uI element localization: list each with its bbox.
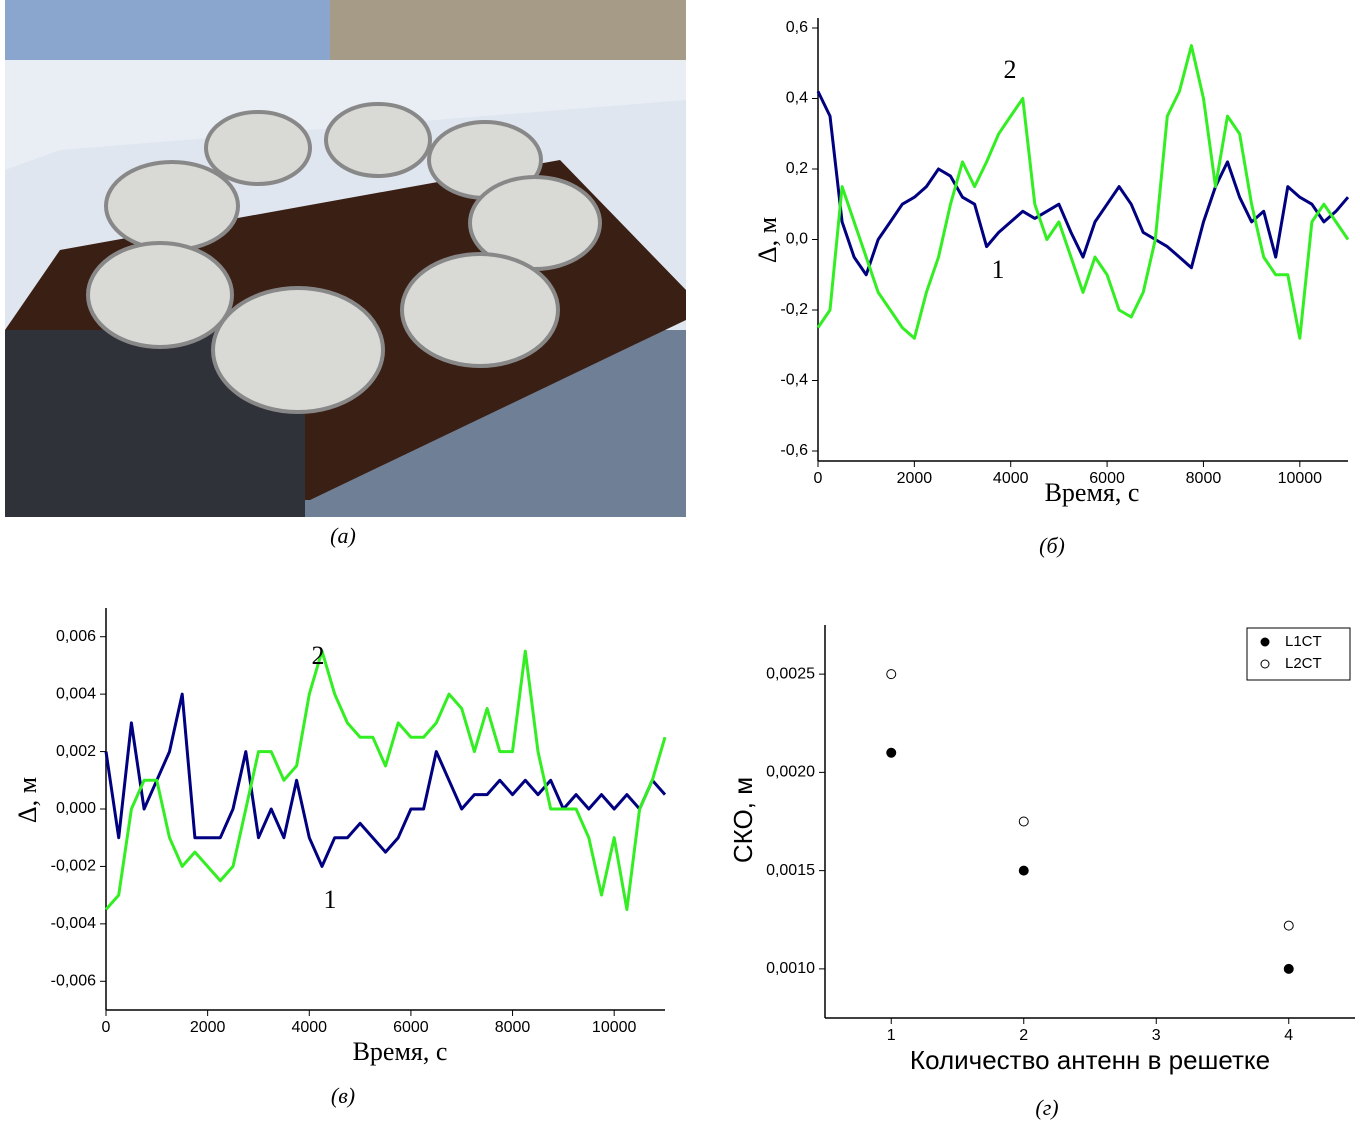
x-tick-label: 2000 (897, 470, 933, 487)
caption: (б) (1039, 533, 1065, 558)
y-tick-label: 0,0010 (766, 960, 815, 977)
y-tick-label: 0,4 (786, 90, 808, 107)
caption: (в) (331, 1083, 355, 1108)
point (1019, 866, 1028, 875)
photo-caption: (а) (330, 523, 356, 548)
series-line (818, 46, 1348, 339)
y-tick-label: -0,004 (51, 915, 96, 932)
y-tick-label: 0,2 (786, 160, 808, 177)
x-tick-label: 2 (1019, 1027, 1028, 1044)
y-axis-label: Δ, м (753, 217, 782, 263)
x-axis-label: Время, с (1045, 478, 1140, 507)
legend-marker (1261, 660, 1269, 668)
y-tick-label: 0,000 (56, 800, 96, 817)
y-tick-label: 0,6 (786, 19, 808, 36)
y-tick-label: -0,2 (780, 301, 808, 318)
point (1284, 964, 1293, 973)
y-tick-label: 0,0020 (766, 764, 815, 781)
y-tick-label: 0,0 (786, 231, 808, 248)
legend-marker (1261, 638, 1269, 646)
x-tick-label: 4000 (291, 1019, 327, 1036)
point (887, 748, 896, 757)
y-tick-label: 0,002 (56, 743, 96, 760)
y-tick-label: -0,006 (51, 973, 96, 990)
legend-label: L2CT (1285, 655, 1322, 672)
x-tick-label: 4 (1284, 1027, 1293, 1044)
x-tick-label: 3 (1152, 1027, 1161, 1044)
y-axis-label: СКО, м (728, 777, 758, 863)
series-label: 1 (324, 885, 337, 914)
series-label: 1 (992, 255, 1005, 284)
caption: (г) (1035, 1095, 1058, 1120)
series-label: 2 (1004, 55, 1017, 84)
photo (5, 0, 686, 517)
y-tick-label: 0,006 (56, 628, 96, 645)
series-label: 2 (312, 641, 325, 670)
x-tick-label: 0 (814, 470, 823, 487)
x-tick-label: 10000 (592, 1019, 637, 1036)
y-tick-label: 0,004 (56, 685, 96, 702)
x-tick-label: 1 (887, 1027, 896, 1044)
y-tick-label: 0,0015 (766, 862, 815, 879)
legend-label: L1CT (1285, 633, 1322, 650)
x-tick-label: 8000 (1186, 470, 1222, 487)
point (887, 670, 896, 679)
x-tick-label: 0 (102, 1019, 111, 1036)
x-tick-label: 4000 (993, 470, 1029, 487)
x-tick-label: 10000 (1278, 470, 1323, 487)
series-line (818, 91, 1348, 274)
y-axis-label: Δ, м (13, 777, 42, 823)
figure: (а) -0,6 -0,4 -0,2 0,0 0,2 0,4 0,6 0 2000 4000 600… (0, 0, 1360, 1121)
point (1284, 921, 1293, 930)
x-tick-label: 8000 (495, 1019, 531, 1036)
x-axis-label: Количество антенн в решетке (910, 1045, 1270, 1075)
x-tick-label: 2000 (190, 1019, 226, 1036)
y-tick-label: 0,0025 (766, 665, 815, 682)
x-tick-label: 6000 (393, 1019, 429, 1036)
x-axis-label: Время, с (353, 1037, 448, 1066)
y-tick-label: -0,002 (51, 858, 96, 875)
y-tick-label: -0,4 (780, 372, 808, 389)
point (1019, 817, 1028, 826)
y-tick-label: -0,6 (780, 442, 808, 459)
series-line (106, 694, 665, 866)
